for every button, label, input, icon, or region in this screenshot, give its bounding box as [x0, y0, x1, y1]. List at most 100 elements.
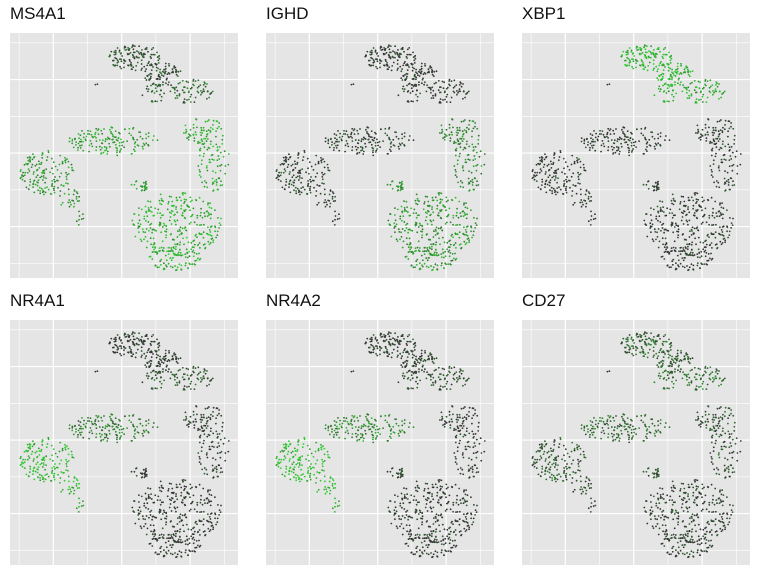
cell-point: [73, 492, 75, 495]
cell-point: [406, 57, 408, 59]
cell-point: [431, 68, 433, 71]
cell-point: [327, 138, 330, 141]
cell-point: [203, 129, 205, 132]
cell-point: [590, 137, 592, 140]
cell-point: [130, 62, 132, 64]
cell-point: [650, 231, 652, 234]
cell-point: [453, 79, 456, 82]
cell-point: [625, 136, 628, 138]
cell-point: [608, 129, 611, 132]
cell-point: [166, 73, 169, 76]
cell-point: [432, 219, 435, 222]
cell-point: [171, 210, 174, 213]
cell-point: [184, 549, 187, 552]
cell-point: [413, 73, 416, 76]
cell-point: [673, 74, 675, 77]
cell-point: [578, 173, 580, 176]
cell-point: [718, 138, 721, 140]
cell-point: [408, 334, 411, 336]
cell-point: [179, 357, 182, 360]
cell-point: [194, 485, 197, 488]
cell-point: [691, 81, 693, 84]
cell-point: [394, 332, 396, 335]
cell-point: [132, 353, 135, 356]
cell-point: [145, 188, 148, 191]
cell-point: [467, 177, 470, 180]
cell-point: [146, 215, 149, 218]
cell-point: [643, 219, 646, 222]
cell-point: [447, 199, 449, 202]
cell-point: [162, 370, 164, 373]
cell-point: [133, 142, 136, 145]
cell-point: [212, 181, 214, 184]
cell-point: [645, 213, 647, 215]
cell-point: [133, 148, 135, 151]
cell-point: [445, 87, 448, 90]
cell-point: [438, 192, 441, 194]
cell-point: [657, 47, 660, 50]
cell-point: [170, 371, 173, 373]
cell-point: [206, 425, 209, 427]
cell-point: [670, 266, 672, 269]
cell-point: [88, 144, 91, 147]
cell-point: [403, 210, 406, 213]
cell-point: [187, 528, 190, 531]
cell-point: [458, 126, 461, 129]
cell-point: [380, 336, 383, 338]
cell-point: [183, 485, 186, 488]
cell-point: [411, 66, 414, 69]
cell-point: [394, 219, 397, 222]
cell-point: [81, 130, 83, 132]
cell-point: [202, 236, 205, 239]
cell-point: [699, 91, 702, 94]
cell-point: [42, 175, 45, 177]
cell-point: [298, 170, 301, 173]
cell-point: [113, 338, 116, 340]
cell-point: [165, 546, 168, 549]
cell-point: [209, 92, 212, 95]
cell-point: [465, 231, 468, 233]
cell-point: [175, 495, 177, 498]
cell-point: [668, 51, 670, 54]
cell-point: [380, 333, 383, 335]
cell-point: [474, 227, 476, 229]
cell-point: [141, 424, 144, 427]
cell-point: [448, 207, 451, 210]
cell-point: [158, 537, 160, 540]
cell-point: [643, 152, 645, 155]
cell-point: [327, 169, 330, 172]
cell-point: [143, 502, 146, 505]
cell-point: [102, 151, 105, 154]
cell-point: [695, 243, 697, 246]
cell-point: [687, 223, 689, 226]
cell-point: [404, 348, 406, 350]
cell-point: [431, 86, 434, 89]
cell-point: [589, 146, 591, 149]
cell-point: [200, 163, 203, 166]
cell-point: [208, 206, 211, 209]
cell-point: [147, 487, 149, 489]
cell-point: [396, 63, 399, 65]
cell-point: [67, 188, 70, 191]
cell-point: [145, 374, 148, 377]
cell-point: [401, 133, 403, 136]
cell-point: [647, 187, 650, 190]
cell-point: [23, 450, 26, 453]
cell-point: [445, 200, 448, 203]
cell-point: [209, 504, 212, 507]
cell-point: [68, 137, 71, 139]
cell-point: [396, 59, 399, 62]
cell-point: [727, 184, 730, 186]
cell-point: [444, 98, 446, 101]
cell-point: [712, 163, 715, 166]
cell-point: [595, 132, 597, 135]
cell-point: [714, 200, 717, 203]
cell-point: [657, 180, 659, 183]
cell-point: [416, 231, 419, 234]
cell-point: [663, 231, 665, 234]
cell-point: [50, 444, 53, 447]
cell-point: [175, 269, 177, 272]
cell-point: [114, 430, 117, 433]
cell-point: [189, 128, 192, 131]
cell-point: [72, 487, 75, 489]
